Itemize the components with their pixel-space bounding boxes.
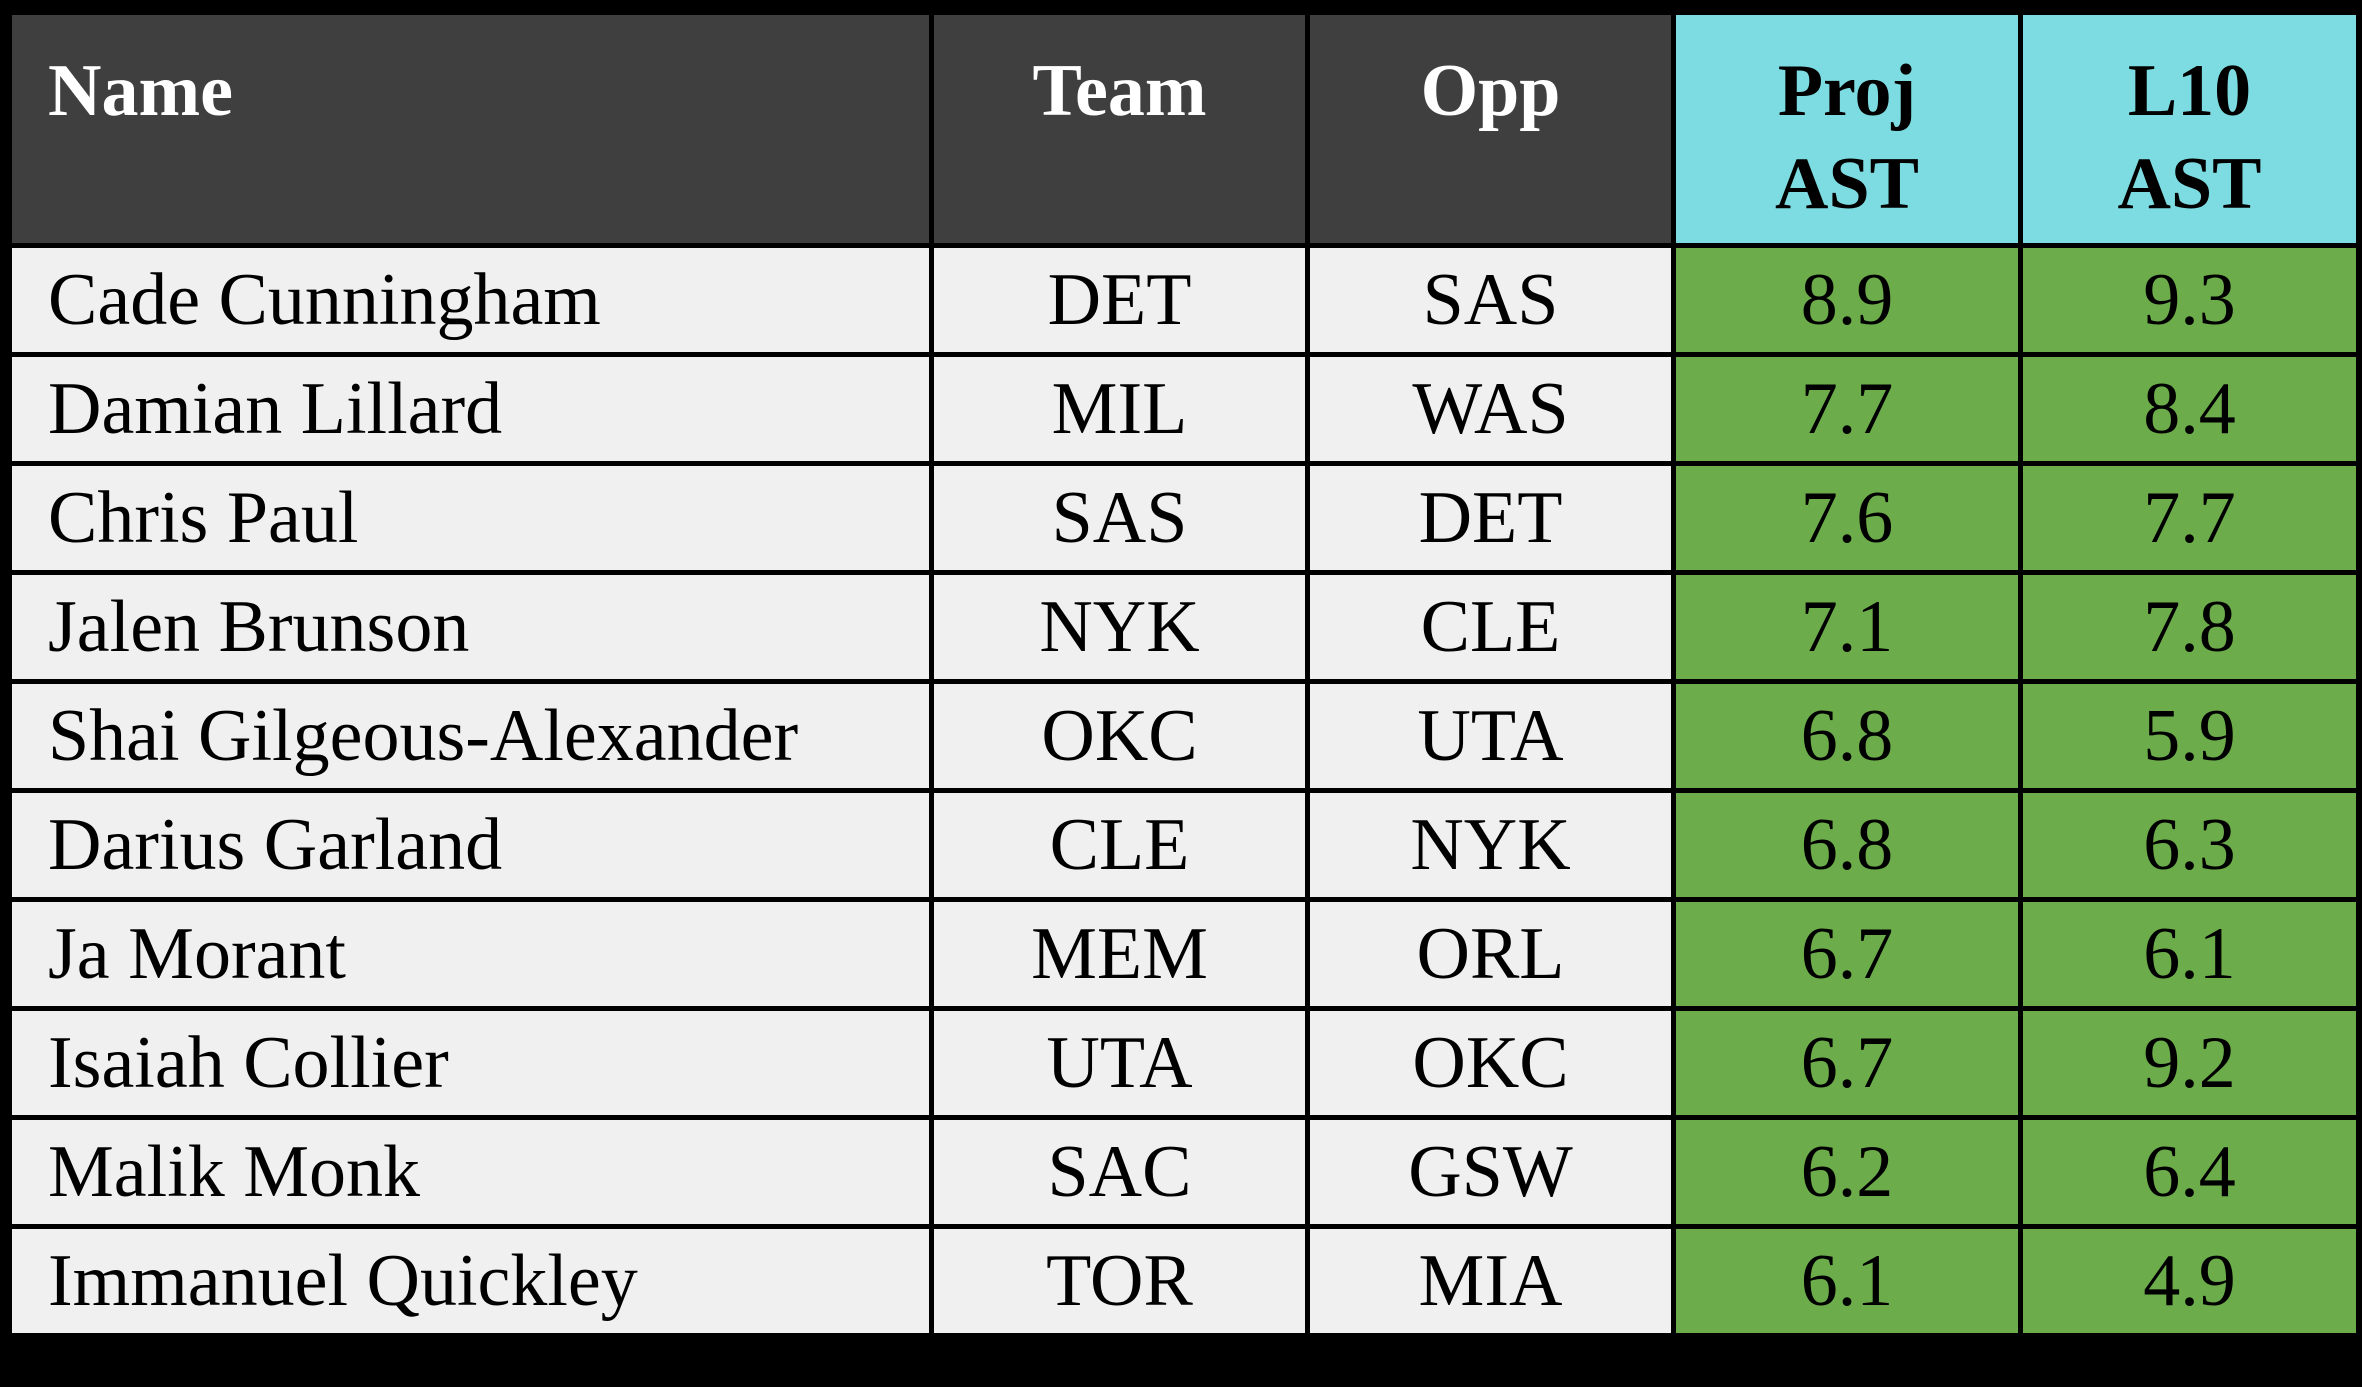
team-cell: OKC bbox=[929, 679, 1310, 793]
l10-ast-cell: 6.3 bbox=[2018, 788, 2361, 902]
proj-ast-cell: 6.7 bbox=[1671, 1006, 2023, 1120]
opp-cell: MIA bbox=[1305, 1224, 1676, 1338]
l10-ast-cell: 8.4 bbox=[2018, 352, 2361, 466]
l10-ast-cell: 7.8 bbox=[2018, 570, 2361, 684]
l10-ast-cell: 6.1 bbox=[2018, 897, 2361, 1011]
opp-cell: DET bbox=[1305, 461, 1676, 575]
player-name-cell: Jalen Brunson bbox=[7, 570, 934, 684]
player-name-cell: Chris Paul bbox=[7, 461, 934, 575]
player-name-cell: Cade Cunningham bbox=[7, 243, 934, 357]
opp-cell: ORL bbox=[1305, 897, 1676, 1011]
table-row: Shai Gilgeous-Alexander OKC UTA 6.8 5.9 bbox=[7, 679, 2361, 793]
player-name-cell: Shai Gilgeous-Alexander bbox=[7, 679, 934, 793]
header-row: Name Team Opp Proj AST L10 AST bbox=[7, 10, 2361, 248]
l10-ast-cell: 5.9 bbox=[2018, 679, 2361, 793]
l10-ast-cell: 9.3 bbox=[2018, 243, 2361, 357]
table-row: Chris Paul SAS DET 7.6 7.7 bbox=[7, 461, 2361, 575]
column-header-opp: Opp bbox=[1305, 10, 1676, 248]
opp-cell: SAS bbox=[1305, 243, 1676, 357]
l10-ast-cell: 6.4 bbox=[2018, 1115, 2361, 1229]
proj-ast-cell: 6.7 bbox=[1671, 897, 2023, 1011]
team-cell: DET bbox=[929, 243, 1310, 357]
team-cell: CLE bbox=[929, 788, 1310, 902]
table-row: Damian Lillard MIL WAS 7.7 8.4 bbox=[7, 352, 2361, 466]
opp-cell: WAS bbox=[1305, 352, 1676, 466]
team-cell: NYK bbox=[929, 570, 1310, 684]
proj-ast-cell: 7.6 bbox=[1671, 461, 2023, 575]
opp-cell: OKC bbox=[1305, 1006, 1676, 1120]
team-cell: UTA bbox=[929, 1006, 1310, 1120]
opp-cell: GSW bbox=[1305, 1115, 1676, 1229]
player-name-cell: Isaiah Collier bbox=[7, 1006, 934, 1120]
opp-cell: UTA bbox=[1305, 679, 1676, 793]
player-name-cell: Damian Lillard bbox=[7, 352, 934, 466]
table-row: Ja Morant MEM ORL 6.7 6.1 bbox=[7, 897, 2361, 1011]
opp-cell: CLE bbox=[1305, 570, 1676, 684]
team-cell: MIL bbox=[929, 352, 1310, 466]
team-cell: SAS bbox=[929, 461, 1310, 575]
column-header-name: Name bbox=[7, 10, 934, 248]
player-name-cell: Ja Morant bbox=[7, 897, 934, 1011]
table-row: Cade Cunningham DET SAS 8.9 9.3 bbox=[7, 243, 2361, 357]
table-row: Darius Garland CLE NYK 6.8 6.3 bbox=[7, 788, 2361, 902]
proj-ast-cell: 6.8 bbox=[1671, 679, 2023, 793]
opp-cell: NYK bbox=[1305, 788, 1676, 902]
table-row: Malik Monk SAC GSW 6.2 6.4 bbox=[7, 1115, 2361, 1229]
column-header-team: Team bbox=[929, 10, 1310, 248]
player-name-cell: Immanuel Quickley bbox=[7, 1224, 934, 1338]
proj-ast-cell: 6.8 bbox=[1671, 788, 2023, 902]
proj-ast-cell: 8.9 bbox=[1671, 243, 2023, 357]
team-cell: TOR bbox=[929, 1224, 1310, 1338]
team-cell: SAC bbox=[929, 1115, 1310, 1229]
l10-ast-cell: 7.7 bbox=[2018, 461, 2361, 575]
column-header-l10-ast: L10 AST bbox=[2018, 10, 2361, 248]
table-row: Isaiah Collier UTA OKC 6.7 9.2 bbox=[7, 1006, 2361, 1120]
proj-ast-cell: 7.7 bbox=[1671, 352, 2023, 466]
proj-ast-cell: 7.1 bbox=[1671, 570, 2023, 684]
table-row: Jalen Brunson NYK CLE 7.1 7.8 bbox=[7, 570, 2361, 684]
column-header-proj-ast: Proj AST bbox=[1671, 10, 2023, 248]
l10-ast-cell: 9.2 bbox=[2018, 1006, 2361, 1120]
proj-ast-cell: 6.2 bbox=[1671, 1115, 2023, 1229]
l10-ast-cell: 4.9 bbox=[2018, 1224, 2361, 1338]
projections-table: Name Team Opp Proj AST L10 AST Cade Cunn… bbox=[7, 10, 2361, 1338]
player-name-cell: Malik Monk bbox=[7, 1115, 934, 1229]
proj-ast-cell: 6.1 bbox=[1671, 1224, 2023, 1338]
team-cell: MEM bbox=[929, 897, 1310, 1011]
player-name-cell: Darius Garland bbox=[7, 788, 934, 902]
table-row: Immanuel Quickley TOR MIA 6.1 4.9 bbox=[7, 1224, 2361, 1338]
